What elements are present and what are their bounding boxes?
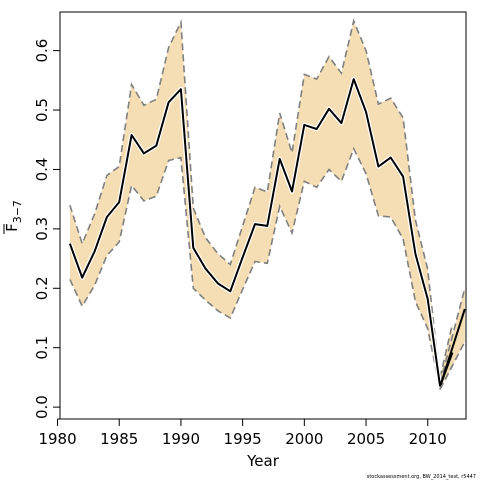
x-axis: 1980 1985 1990 1995 2000 2005 2010 bbox=[38, 418, 447, 448]
y-tick-label: 0.6 bbox=[33, 39, 51, 63]
x-tick-label: 2000 bbox=[285, 430, 323, 448]
y-tick-label: 0.3 bbox=[33, 217, 51, 241]
band-series-0 bbox=[69, 20, 441, 390]
upper-bound-series-1 bbox=[439, 323, 454, 378]
y-tick-label: 0.2 bbox=[33, 276, 51, 300]
x-tick-label: 1985 bbox=[100, 430, 138, 448]
y-axis-title-text: F3−7 bbox=[3, 200, 24, 234]
y-axis-title-label: F3−7 bbox=[3, 200, 24, 232]
lower-bound-series-0 bbox=[69, 146, 441, 390]
upper-bound-series-2 bbox=[439, 288, 466, 384]
x-tick-label: 1990 bbox=[162, 430, 200, 448]
estimate-lines bbox=[67, 76, 466, 387]
x-tick-label: 1995 bbox=[224, 430, 262, 448]
credit-text: stockassessment.org, BW_2014_test, r5447 bbox=[367, 474, 476, 480]
estimate-line-series-0 bbox=[68, 78, 442, 387]
y-tick-label: 0.5 bbox=[33, 98, 51, 122]
x-tick-label: 2010 bbox=[409, 430, 447, 448]
plot-area bbox=[59, 11, 467, 420]
y-tick-label: 0.0 bbox=[33, 395, 51, 419]
y-tick-label: 0.1 bbox=[33, 336, 51, 360]
x-tick-label: 1980 bbox=[38, 430, 76, 448]
y-tick-label: 0.4 bbox=[33, 158, 51, 182]
x-axis-title: Year bbox=[246, 452, 280, 470]
x-tick-label: 2005 bbox=[347, 430, 385, 448]
lower-bound-series-2 bbox=[439, 341, 466, 390]
y-axis: 0.0 0.1 0.2 0.3 0.4 0.5 0.6 bbox=[33, 39, 61, 419]
y-axis-title: F3−7 bbox=[3, 200, 24, 234]
estimate-line-series-2 bbox=[439, 308, 466, 387]
upper-bound-series-0 bbox=[69, 18, 441, 384]
